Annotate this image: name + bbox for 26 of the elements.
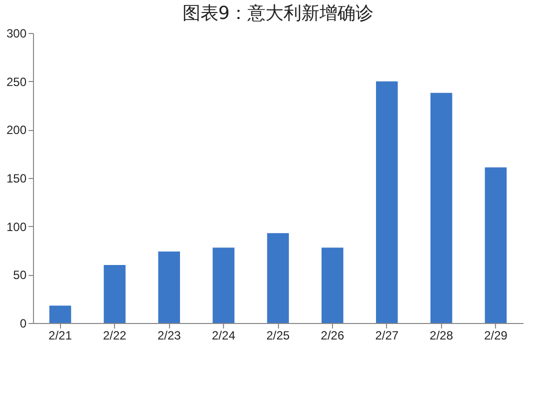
y-tick-label: 0 [20,316,27,330]
x-tick-label: 2/21 [48,328,72,342]
y-tick-label: 50 [13,268,27,282]
bar [430,92,452,323]
bar [158,251,180,323]
bar [212,248,234,323]
chart-title: 图表9：意大利新增确诊 [182,3,374,24]
x-tick-label: 2/28 [430,328,454,342]
y-tick-label: 200 [6,123,27,138]
x-tick-label: 2/24 [212,328,236,342]
x-tick-label: 2/27 [375,328,399,342]
y-tick-label: 250 [6,74,27,89]
x-tick-label: 2/25 [266,328,290,342]
bar [322,248,344,323]
y-tick-label: 150 [6,172,27,186]
bar [376,81,398,323]
x-tick-label: 2/23 [157,328,182,342]
x-tick-label: 2/22 [102,328,127,342]
x-tick-label: 2/26 [320,328,344,342]
y-tick-label: 300 [6,26,27,40]
bar [267,233,289,323]
bar [484,167,507,323]
x-tick-label: 2/29 [484,328,508,342]
bar [104,265,126,323]
bar [49,306,72,323]
y-tick-label: 100 [6,220,27,234]
